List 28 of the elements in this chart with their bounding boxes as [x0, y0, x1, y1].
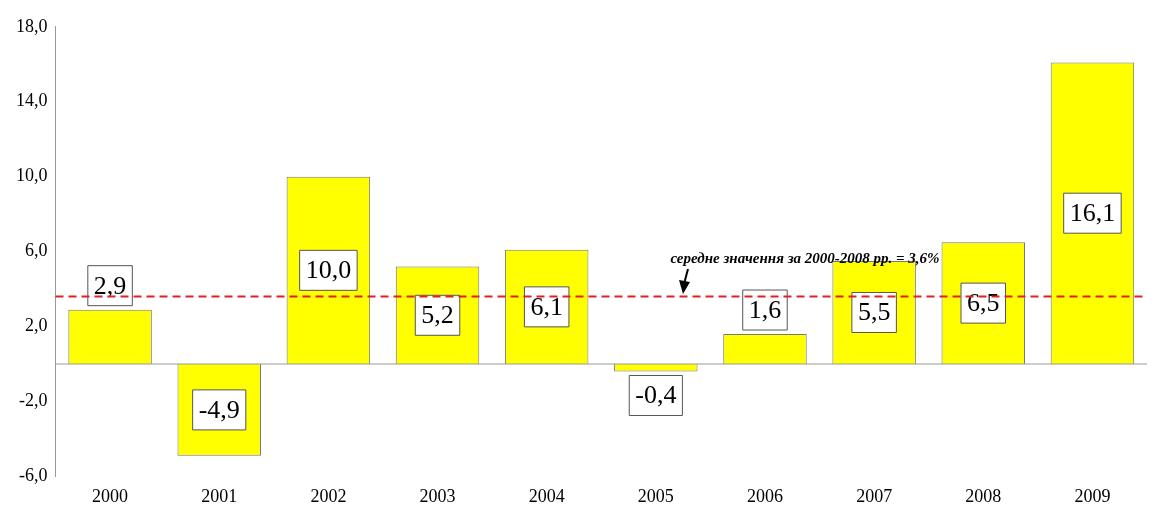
x-tick-label: 2001: [201, 485, 238, 506]
data-label: -4,9: [198, 394, 240, 424]
x-tick-label: 2008: [965, 485, 1002, 506]
data-label: 16,1: [1069, 198, 1116, 228]
data-label: 6,1: [530, 291, 563, 321]
data-label: 5,5: [857, 297, 891, 327]
y-tick-label: -2,0: [19, 390, 48, 411]
x-tick-label: 2004: [528, 485, 565, 506]
y-tick-label: 10,0: [16, 165, 48, 186]
x-tick-label: 2009: [1074, 485, 1111, 506]
data-label: 1,6: [748, 294, 782, 324]
x-tick-label: 2003: [419, 485, 456, 506]
data-label: -0,4: [635, 380, 677, 410]
data-label: 6,5: [967, 287, 1000, 317]
x-tick-label: 2005: [637, 485, 674, 506]
x-tick-label: 2007: [856, 485, 893, 506]
y-tick-label: 2,0: [25, 315, 48, 336]
x-tick-label: 2000: [92, 485, 129, 506]
data-label: 10,0: [305, 255, 352, 285]
data-label: 2,9: [93, 270, 127, 300]
y-tick-label: 18,0: [16, 15, 48, 36]
y-tick-label: 6,0: [25, 240, 48, 261]
y-tick-label: 14,0: [16, 90, 48, 111]
x-tick-label: 2002: [310, 485, 347, 506]
data-label: 5,2: [421, 300, 454, 330]
ref-line-label: середне значення за 2000-2008 рр. = 3,6%: [670, 249, 940, 266]
x-tick-label: 2006: [746, 485, 783, 506]
y-tick-label: -6,0: [19, 465, 48, 486]
